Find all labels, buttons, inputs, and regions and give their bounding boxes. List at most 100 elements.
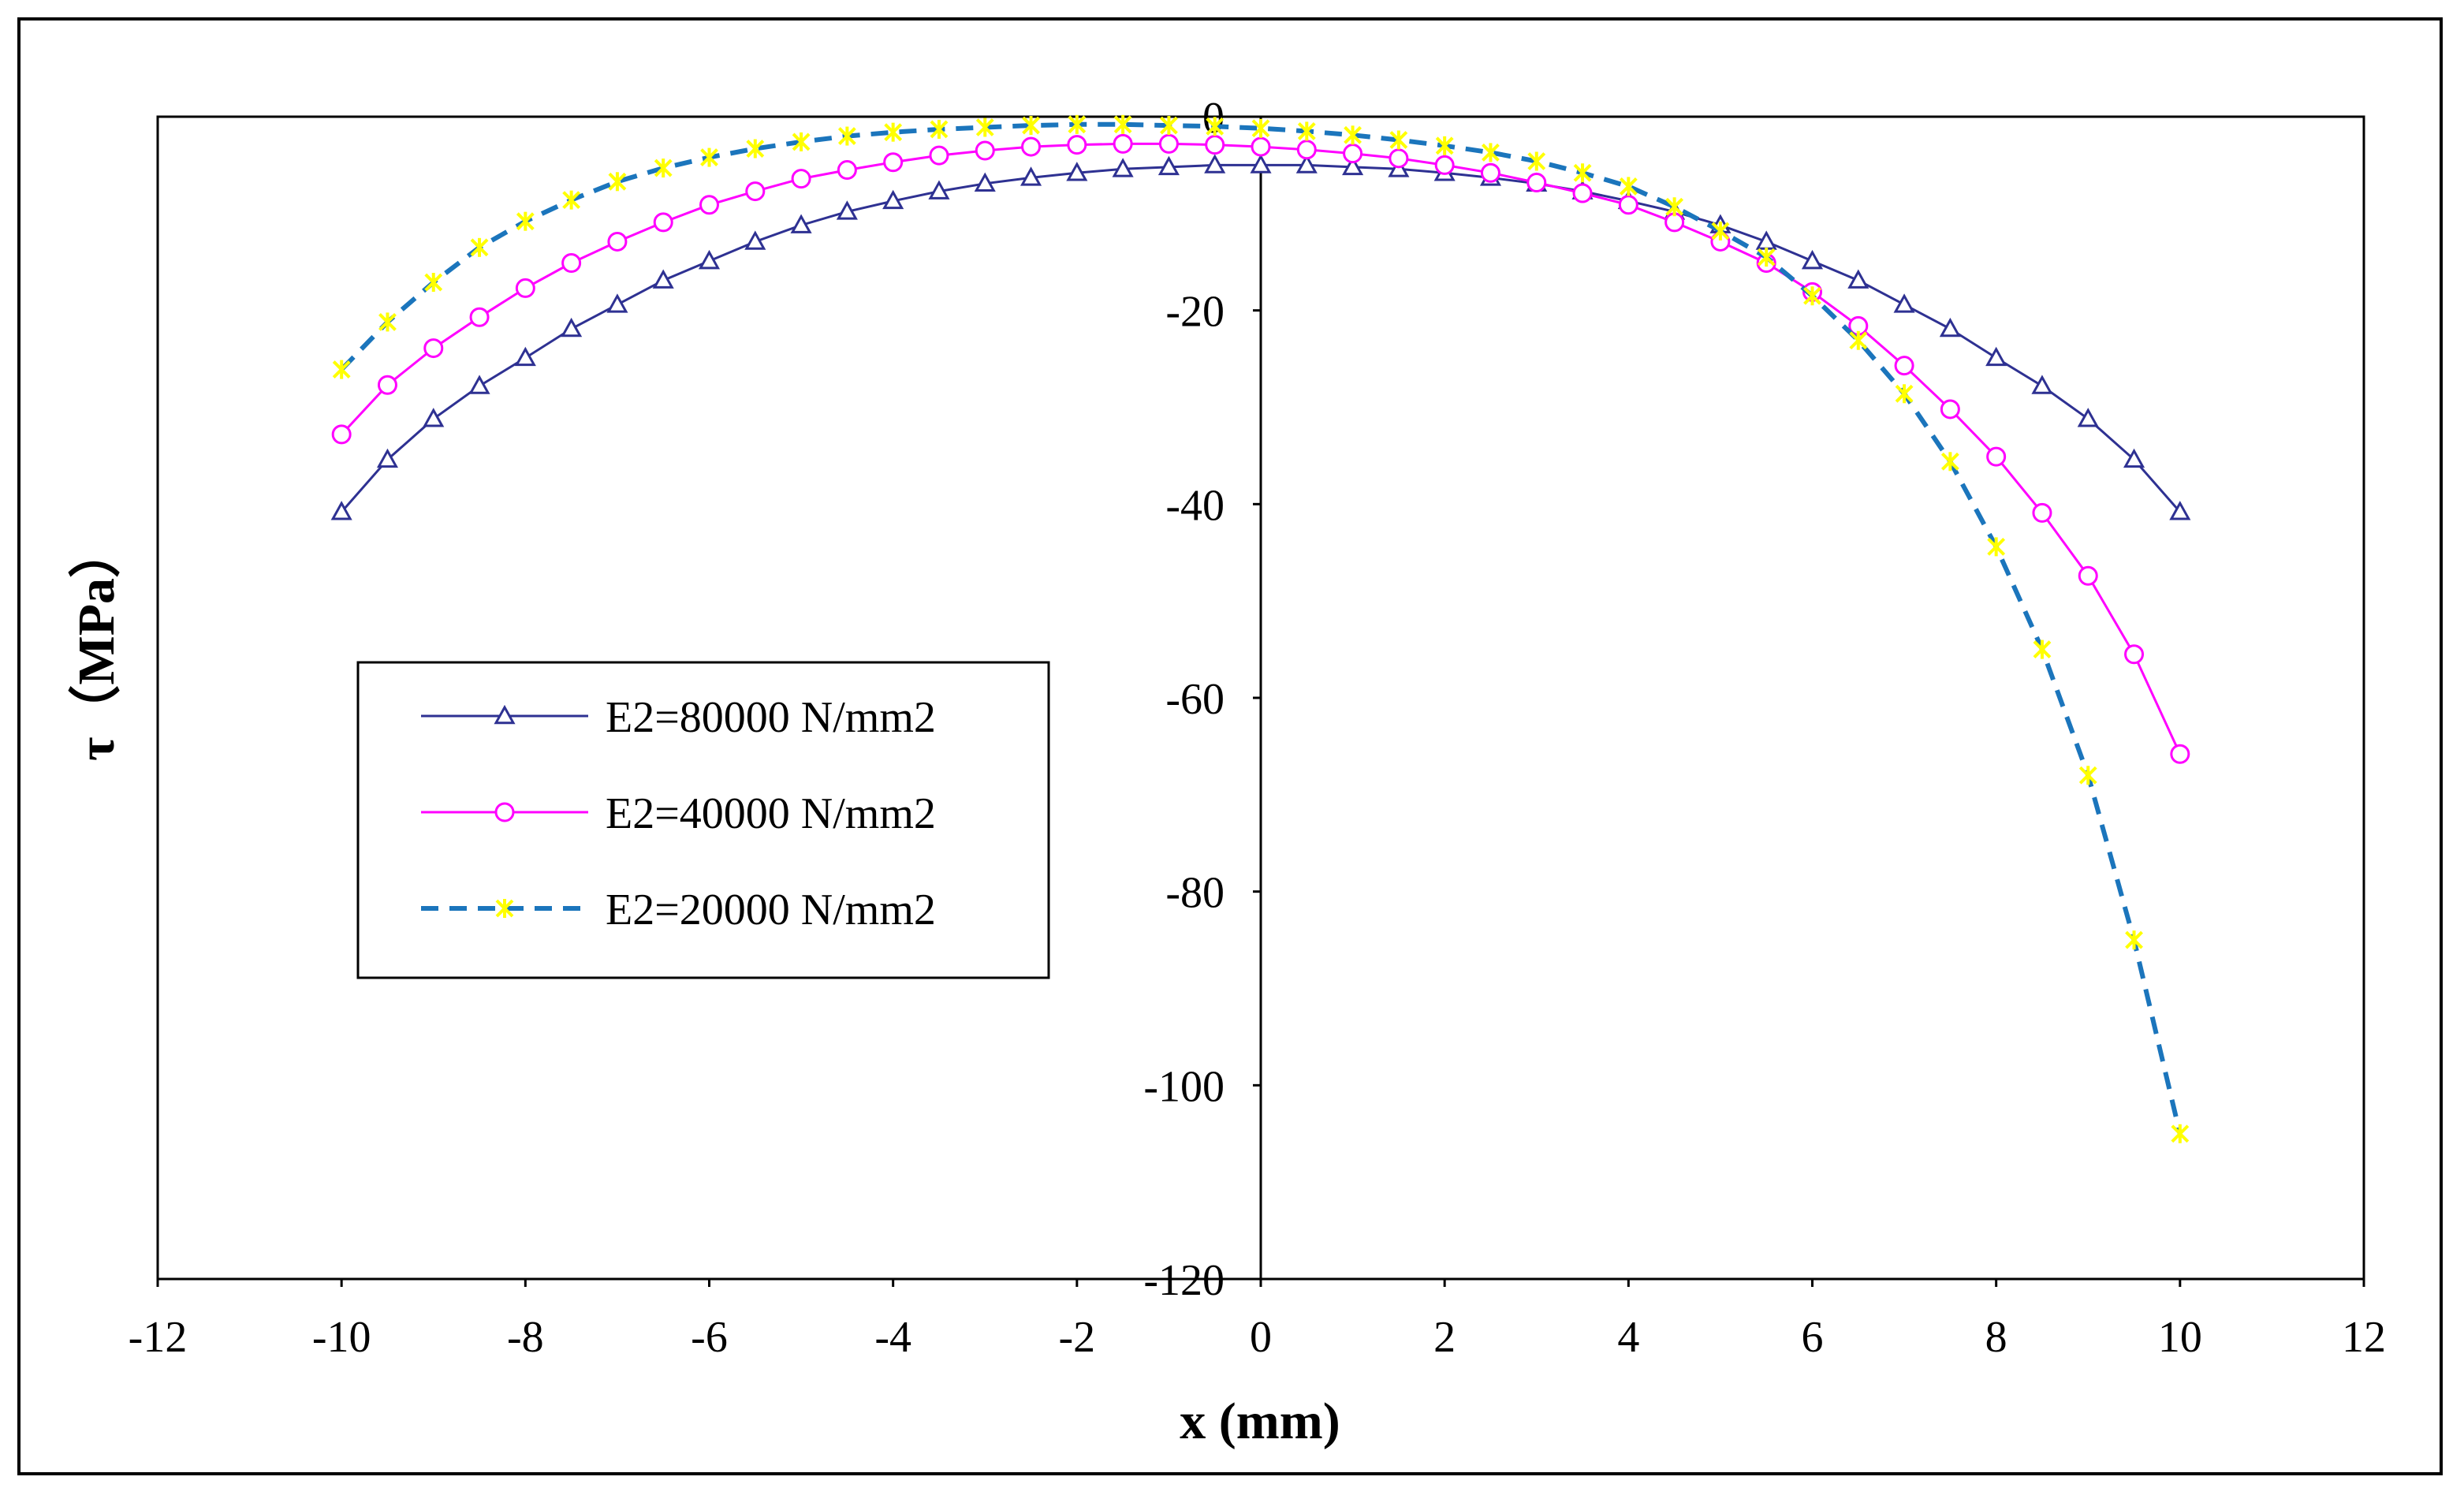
data-point <box>1342 155 1364 176</box>
data-point <box>377 375 397 395</box>
data-point <box>698 249 721 270</box>
data-point <box>1618 195 1638 215</box>
data-point <box>1801 249 1824 270</box>
data-point <box>1112 158 1134 177</box>
data-point <box>1987 537 2006 557</box>
data-point <box>468 375 490 394</box>
x-tick-label: -6 <box>691 1313 728 1362</box>
data-point <box>929 145 949 166</box>
data-point <box>608 172 627 192</box>
data-point <box>1160 116 1178 136</box>
data-point <box>790 214 812 233</box>
data-point <box>1665 197 1684 217</box>
data-point <box>1434 155 1455 175</box>
data-point <box>606 293 628 313</box>
data-point <box>469 307 490 327</box>
data-point <box>1757 248 1776 267</box>
data-point <box>699 195 719 215</box>
data-point <box>1986 446 2007 467</box>
data-point <box>1297 121 1316 141</box>
data-point <box>1711 221 1730 241</box>
data-point <box>882 189 904 210</box>
data-point <box>1389 148 1409 169</box>
data-point <box>515 278 535 298</box>
data-point <box>745 181 766 202</box>
data-point <box>516 211 535 231</box>
data-point <box>1021 136 1042 157</box>
data-point <box>1205 135 1225 155</box>
data-point <box>652 269 674 289</box>
data-point <box>2032 502 2052 523</box>
data-point <box>975 140 995 161</box>
data-point <box>1527 151 1546 171</box>
data-point <box>883 152 904 173</box>
data-point <box>1157 155 1180 176</box>
data-point <box>424 273 443 293</box>
series-2 <box>331 133 2190 764</box>
data-point <box>2033 639 2052 659</box>
y-tick-label: -120 <box>1143 1256 1225 1305</box>
data-point <box>561 252 582 273</box>
chart-frame: -12-10-8-6-4-20246810120-20-40-60-80-100… <box>17 17 2443 1475</box>
data-point <box>1482 143 1500 162</box>
legend-label: E2=20000 N/mm2 <box>606 886 936 934</box>
data-point <box>494 704 516 725</box>
data-point <box>562 190 581 210</box>
data-point <box>423 338 444 359</box>
data-point <box>470 237 489 257</box>
y-tick-label: -80 <box>1165 869 1225 918</box>
data-point <box>700 147 718 167</box>
y-tick-label: -40 <box>1165 481 1225 530</box>
data-point <box>837 160 857 181</box>
data-point <box>1158 133 1179 154</box>
y-tick-label: -20 <box>1165 288 1225 337</box>
data-point <box>974 172 996 192</box>
data-point <box>1895 384 1914 404</box>
data-point <box>2170 744 2190 764</box>
data-point <box>1067 135 1087 155</box>
data-point <box>836 200 858 220</box>
legend-item: E2=20000 N/mm2 <box>421 886 936 934</box>
data-point <box>423 408 445 427</box>
data-point <box>607 231 628 252</box>
data-point <box>792 132 811 151</box>
data-point <box>1068 114 1087 134</box>
data-point <box>1572 183 1593 203</box>
y-tick-label: -60 <box>1165 675 1225 724</box>
data-point <box>1344 125 1362 145</box>
data-point <box>1847 269 1869 289</box>
data-point <box>1022 116 1040 136</box>
data-point <box>1894 356 1914 376</box>
data-point <box>1295 154 1318 173</box>
x-tick-label: 4 <box>1617 1313 1639 1362</box>
y-axis-title: τ（MPa） <box>67 526 125 761</box>
line-chart: -12-10-8-6-4-20246810120-20-40-60-80-100… <box>67 94 2386 1450</box>
series-3 <box>332 114 2190 1143</box>
x-tick-label: 12 <box>2342 1313 2386 1362</box>
legend-label: E2=40000 N/mm2 <box>606 789 936 838</box>
data-point <box>930 119 949 139</box>
data-point <box>1940 452 1959 472</box>
data-point <box>1480 162 1500 183</box>
x-tick-label: -4 <box>874 1313 911 1362</box>
data-point <box>514 346 536 367</box>
data-point <box>1206 117 1225 136</box>
data-point <box>494 802 515 822</box>
data-point <box>884 122 903 142</box>
data-point <box>1573 163 1592 183</box>
data-point <box>1526 173 1547 193</box>
data-point <box>2123 448 2145 468</box>
data-point <box>791 169 811 189</box>
data-point <box>653 212 673 233</box>
data-point <box>1389 130 1408 150</box>
data-point <box>1803 286 1821 306</box>
data-point <box>1849 330 1868 350</box>
x-tick-label: 8 <box>1985 1313 2007 1362</box>
data-point <box>2169 501 2191 520</box>
x-tick-label: -2 <box>1059 1313 1096 1362</box>
data-point <box>1296 140 1317 160</box>
data-point <box>1755 230 1777 250</box>
data-point <box>2031 375 2053 394</box>
data-point <box>1251 136 1271 157</box>
data-point <box>1020 166 1042 186</box>
